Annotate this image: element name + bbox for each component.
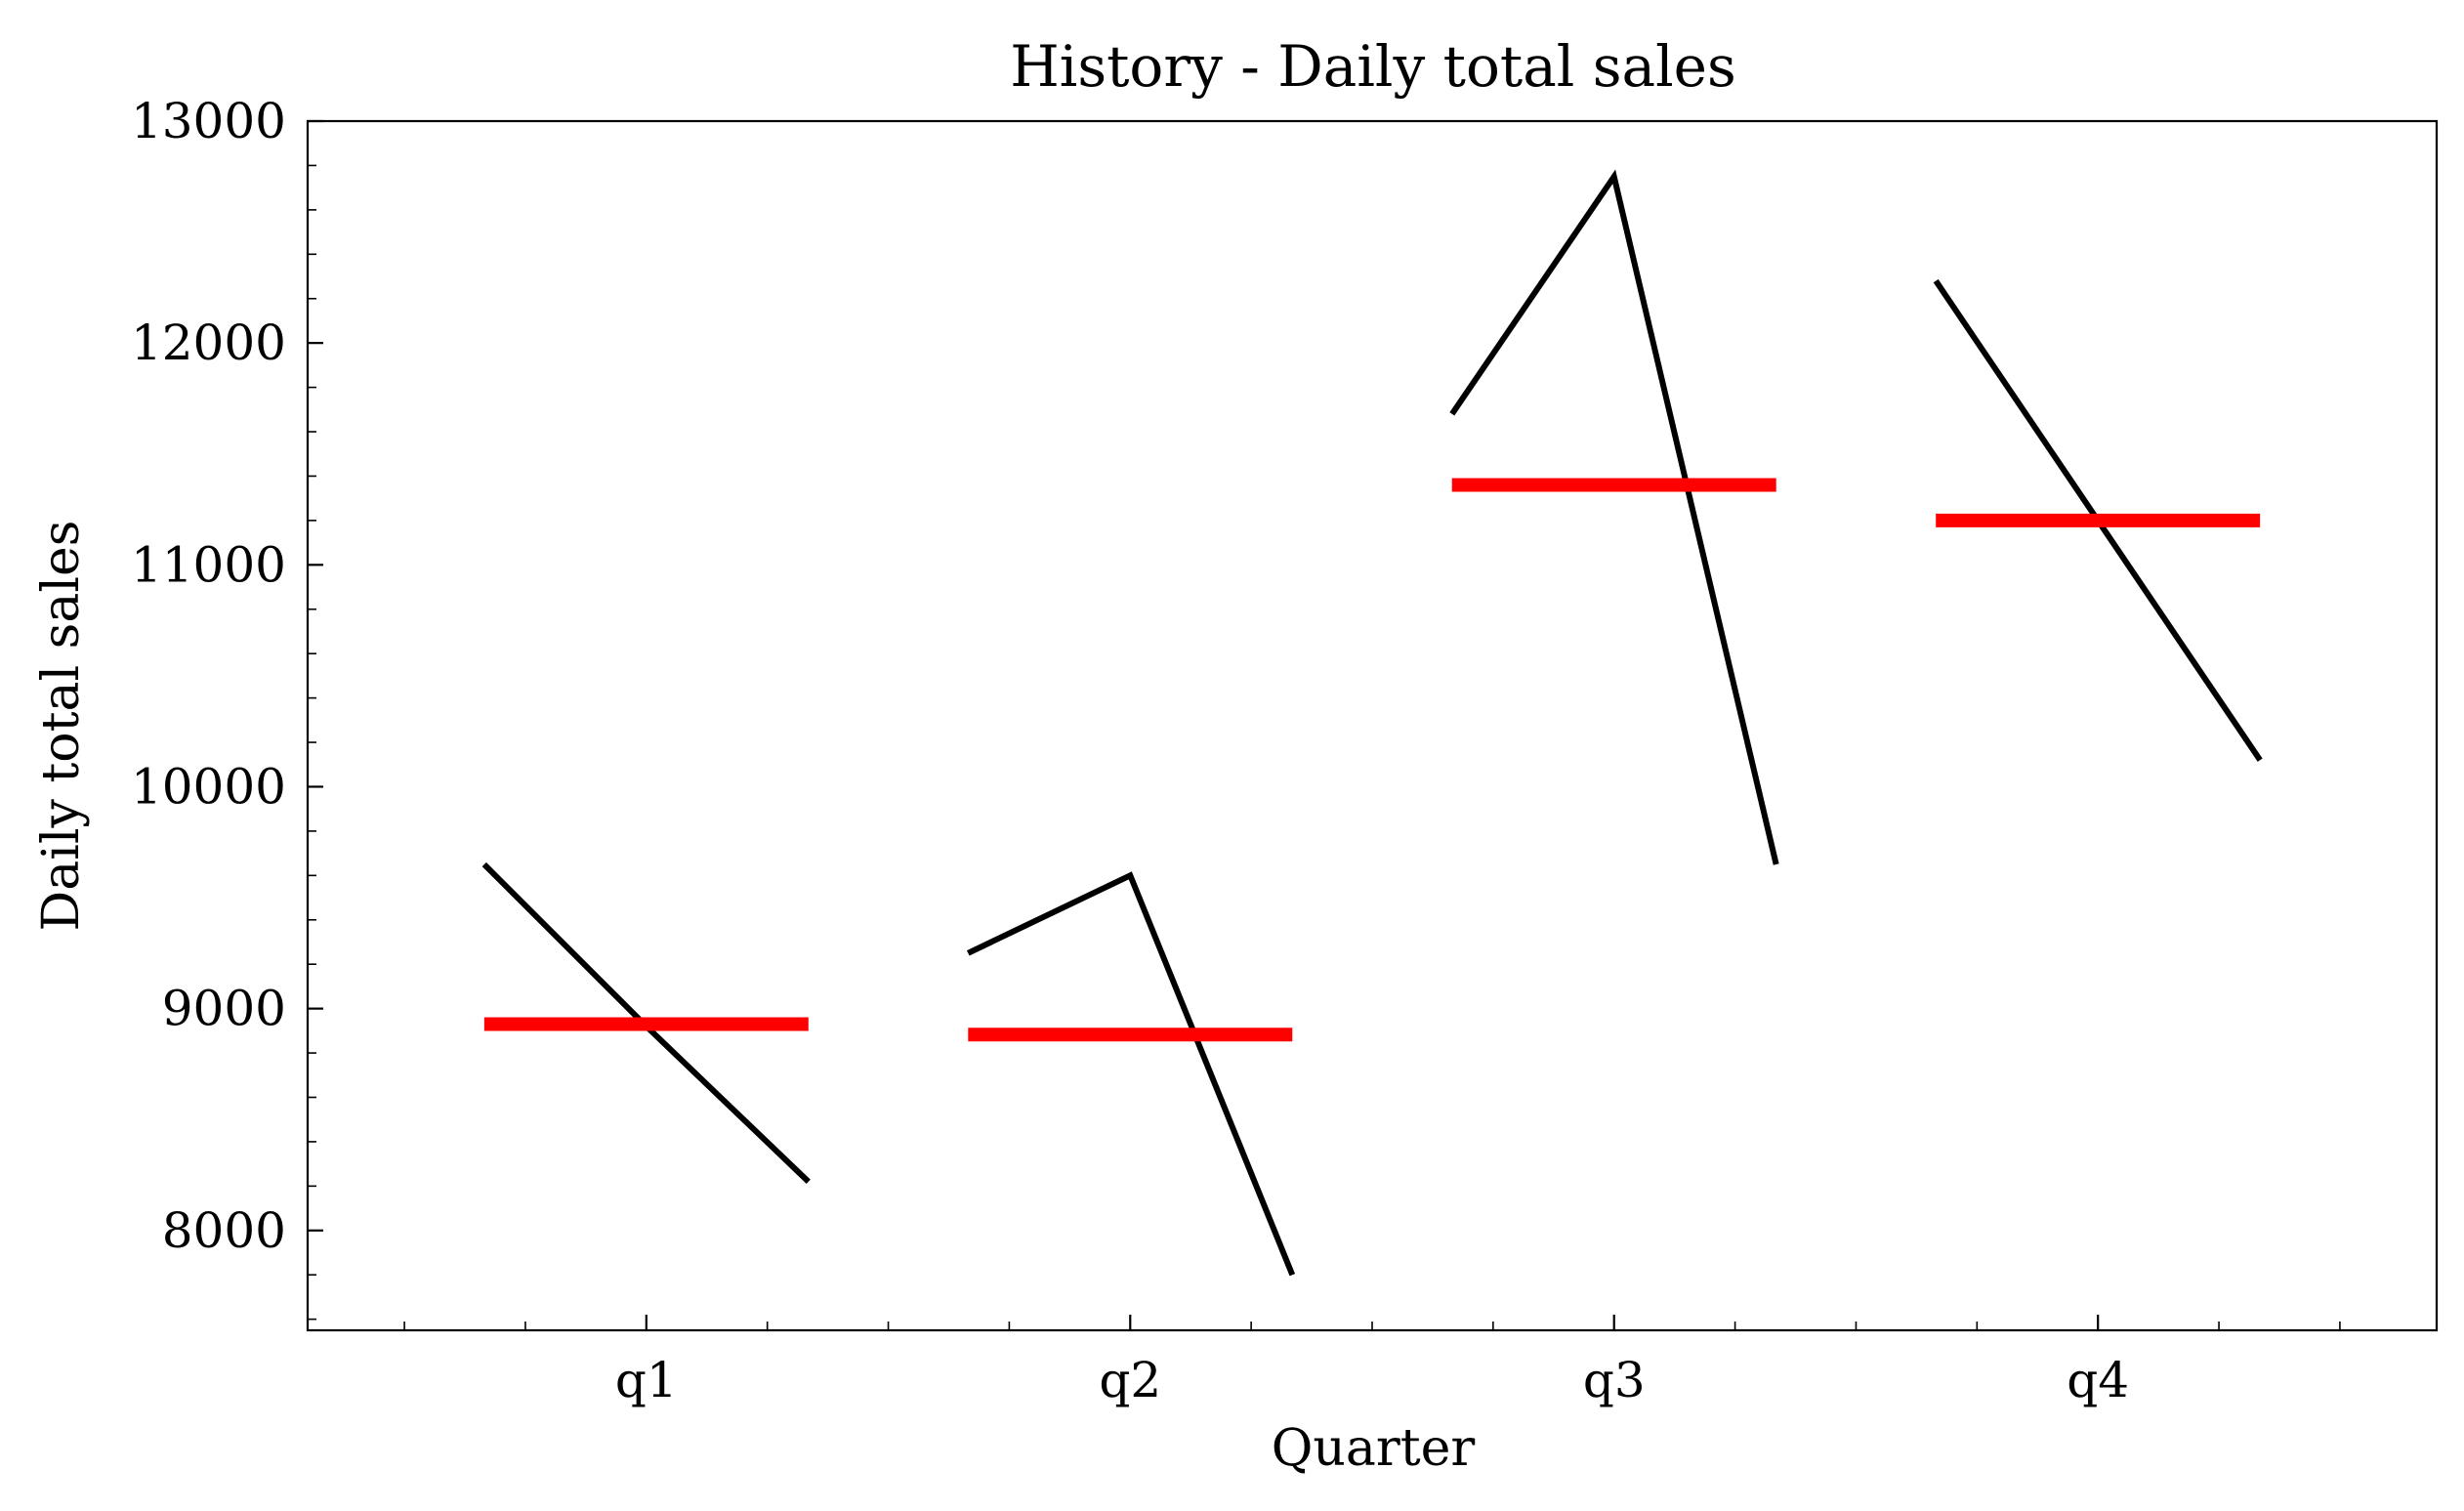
y-tick-label: 8000 [162,1202,286,1259]
x-tick-label: q2 [1099,1352,1161,1408]
y-tick-label: 9000 [162,981,286,1037]
y-tick-label: 13000 [131,93,286,149]
x-axis-label: Quarter [1272,1419,1476,1478]
plot-area: 8000 9000 10000 11000 12000 13000 q1 q2 q3 q4 [131,93,2439,1408]
series-line-q3 [1449,169,1779,865]
x-tick-label: q3 [1583,1352,1646,1408]
y-axis-label: Daily total sales [32,521,91,932]
series-line-q2 [967,871,1296,1277]
chart-title: History - Daily total sales [1010,33,1736,100]
plot-frame [306,119,2439,1332]
y-tick-label: 12000 [131,315,286,371]
x-tick-label: q1 [615,1352,678,1408]
x-tick-label: q4 [2067,1352,2129,1408]
y-tick-label: 11000 [131,536,286,593]
y-tick-label: 10000 [131,758,286,815]
